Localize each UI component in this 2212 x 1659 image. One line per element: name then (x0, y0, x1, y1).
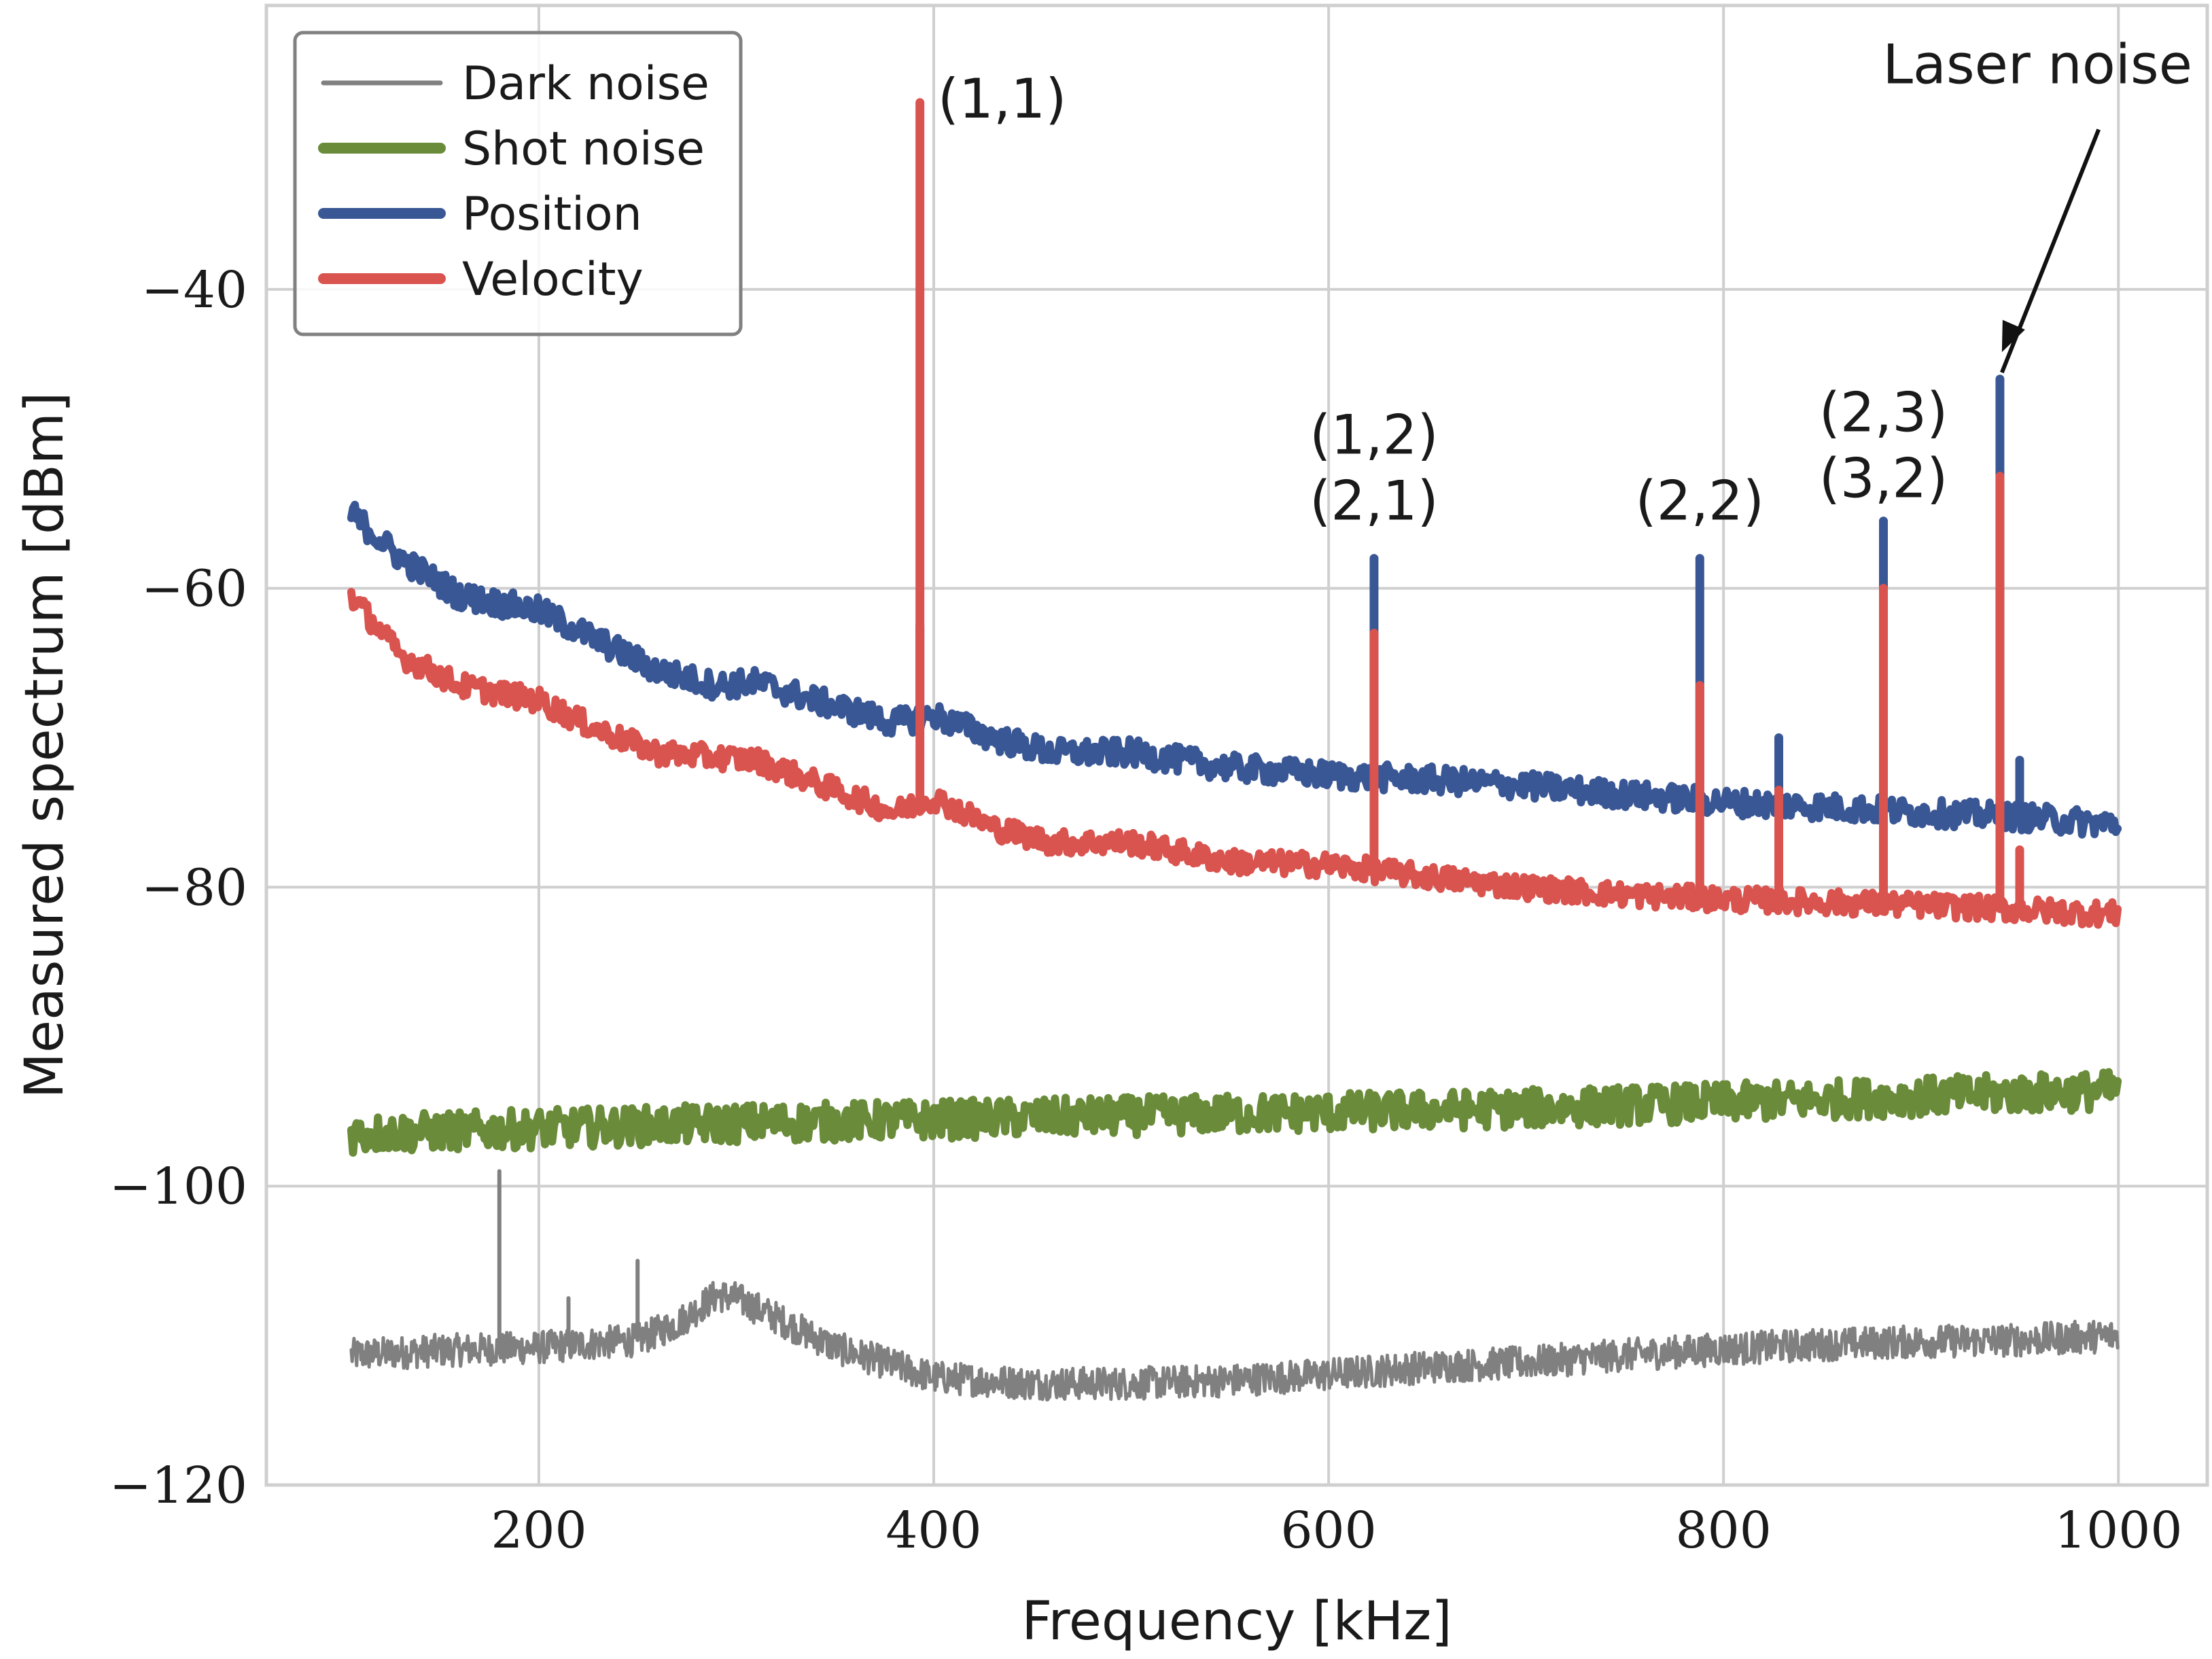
x-tick-label: 1000 (2054, 1501, 2182, 1560)
legend-label: Position (462, 188, 642, 241)
series-group (347, 98, 2122, 1402)
x-axis-label: Frequency [kHz] (1021, 1591, 1452, 1652)
x-tick-label: 800 (1676, 1501, 1772, 1560)
y-tick-label: −60 (141, 560, 247, 618)
mode-annotation: (2,2) (1635, 469, 1764, 532)
annotations: (1,1) (1,2)(2,1) (2,2) (2,3)(3,2) Laser nois… (938, 33, 2212, 532)
series-line (349, 1280, 2120, 1402)
mode-annotation: (1,1) (938, 67, 1067, 130)
x-tick-label: 200 (491, 1501, 586, 1560)
mode-annotation: (2,3) (1819, 381, 1948, 444)
x-tick-labels: 200 400 600 800 1000 (491, 1501, 2182, 1560)
legend-label: Dark noise (462, 57, 709, 111)
y-axis-label: Measured spectrum [dBm] (14, 392, 75, 1099)
x-tick-label: 400 (885, 1501, 981, 1560)
mode-annotation: (1,2) (1310, 404, 1439, 467)
series-dark-noise (349, 1169, 2120, 1402)
y-tick-label: −120 (109, 1456, 247, 1515)
series-velocity (347, 98, 2122, 929)
legend-box (293, 31, 743, 336)
mode-annotation: (3,2) (1819, 447, 1948, 510)
mode-annotation: Laser noise peak (1882, 33, 2212, 96)
series-line (347, 588, 2122, 929)
y-tick-label: −40 (141, 261, 247, 319)
y-tick-labels: −120 −100 −80 −60 −40 (109, 261, 247, 1515)
legend-label: Velocity (462, 253, 644, 307)
legend-label: Shot noise (462, 122, 705, 176)
series-line (347, 1068, 2122, 1157)
x-tick-label: 600 (1280, 1501, 1376, 1560)
series-shot-noise (347, 1068, 2122, 1157)
mode-annotation: (2,1) (1310, 469, 1439, 532)
annotation-arrow-head (2001, 319, 2025, 353)
y-tick-label: −100 (109, 1157, 247, 1216)
y-tick-label: −80 (141, 858, 247, 917)
plot-frame (264, 3, 2209, 1487)
series-line (347, 500, 2122, 839)
legend: Dark noise Shot noise Position Velocity (293, 31, 743, 336)
